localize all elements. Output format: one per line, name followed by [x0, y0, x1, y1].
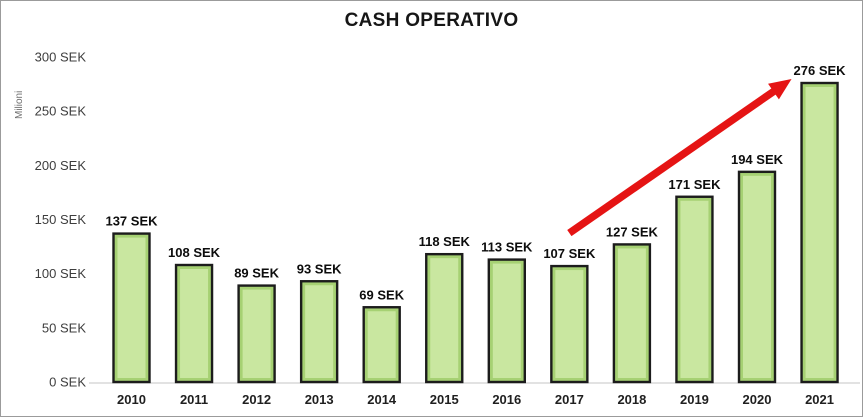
x-tick-label-2011: 2011	[180, 392, 208, 407]
bar-inner-2014	[367, 311, 396, 378]
y-tick-label-150: 150 SEK	[35, 212, 87, 227]
bar-value-label-2010: 137 SEK	[105, 214, 158, 229]
y-tick-label-300: 300 SEK	[35, 50, 87, 65]
x-tick-label-2012: 2012	[242, 392, 271, 407]
x-tick-label-2020: 2020	[743, 392, 772, 407]
bar-inner-2017	[555, 270, 584, 378]
x-tick-label-2019: 2019	[680, 392, 709, 407]
bar-value-label-2015: 118 SEK	[419, 234, 471, 249]
bar-value-label-2012: 89 SEK	[234, 266, 279, 281]
bar-inner-2016	[492, 263, 521, 378]
bar-inner-2012	[242, 289, 271, 378]
bar-inner-2021	[805, 87, 834, 378]
x-tick-label-2018: 2018	[617, 392, 646, 407]
trend-arrow-head	[768, 79, 792, 100]
y-tick-label-200: 200 SEK	[35, 158, 87, 173]
x-tick-label-2010: 2010	[117, 392, 146, 407]
bar-inner-2010	[117, 237, 146, 378]
bar-value-label-2016: 113 SEK	[481, 240, 533, 255]
x-tick-label-2021: 2021	[805, 392, 834, 407]
bar-value-label-2019: 171 SEK	[668, 177, 721, 192]
bar-inner-2015	[430, 258, 459, 378]
bar-inner-2013	[305, 285, 334, 378]
x-tick-label-2017: 2017	[555, 392, 584, 407]
x-tick-label-2014: 2014	[367, 392, 397, 407]
bar-value-label-2021: 276 SEK	[794, 63, 847, 78]
y-tick-label-250: 250 SEK	[35, 104, 87, 119]
chart-title: CASH OPERATIVO	[344, 10, 519, 31]
bar-value-label-2013: 93 SEK	[297, 261, 342, 276]
bar-value-label-2018: 127 SEK	[606, 224, 659, 239]
y-tick-label-100: 100 SEK	[35, 266, 87, 281]
bar-value-label-2014: 69 SEK	[359, 287, 404, 302]
y-tick-label-50: 50 SEK	[42, 320, 86, 335]
bar-value-label-2020: 194 SEK	[731, 152, 784, 167]
bar-inner-2011	[180, 269, 209, 378]
trend-arrow-shaft	[567, 87, 778, 237]
x-tick-label-2015: 2015	[430, 392, 459, 407]
bar-value-label-2017: 107 SEK	[543, 246, 596, 261]
bar-value-label-2011: 108 SEK	[168, 245, 221, 260]
x-tick-label-2016: 2016	[492, 392, 521, 407]
bar-inner-2018	[617, 248, 646, 378]
y-tick-label-0: 0 SEK	[49, 375, 86, 390]
bar-inner-2019	[680, 200, 709, 378]
bar-inner-2020	[743, 175, 771, 378]
x-tick-label-2013: 2013	[305, 392, 334, 407]
